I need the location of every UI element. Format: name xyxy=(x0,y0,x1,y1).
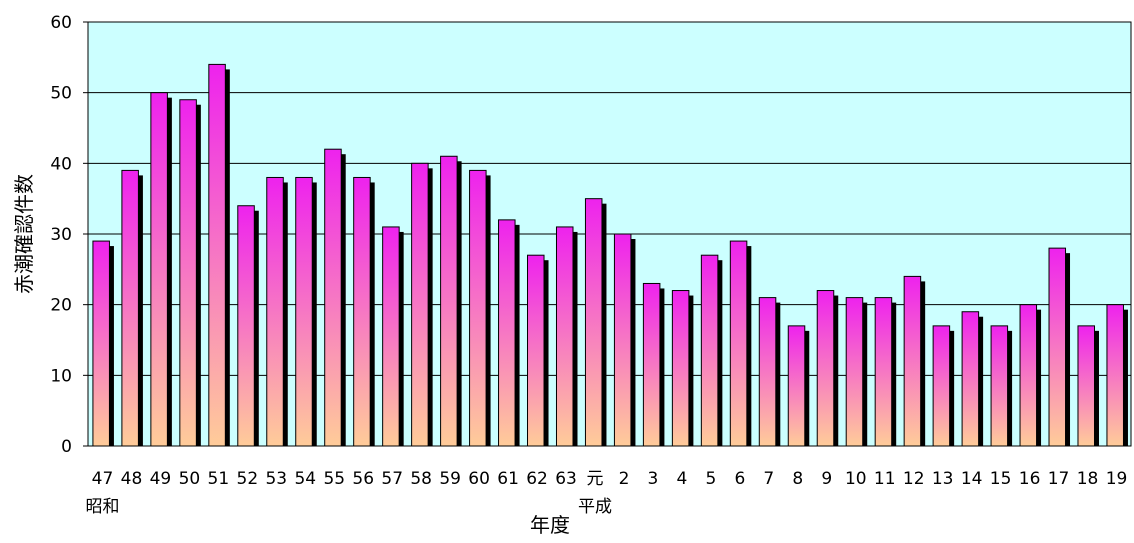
bar xyxy=(758,297,777,447)
x-tick-label: 13 xyxy=(932,469,954,489)
x-tick-label: 49 xyxy=(150,469,172,489)
bar xyxy=(990,325,1009,447)
x-tick-label: 11 xyxy=(874,469,896,489)
bar xyxy=(498,219,516,447)
bar xyxy=(469,169,487,447)
bar xyxy=(179,99,197,447)
bar xyxy=(150,92,168,447)
x-tick-label: 2 xyxy=(619,469,630,489)
bar xyxy=(440,155,458,447)
bar xyxy=(266,176,284,447)
x-axis-tick-labels: 47 48 49 50 51 52 53 54 55 56 57 58 59 60 61 62 63 元 2 3 4 5 6… xyxy=(92,469,1128,489)
y-tick-label: 60 xyxy=(50,13,72,33)
x-tick-label: 19 xyxy=(1106,469,1128,489)
bar xyxy=(527,254,545,447)
bar xyxy=(932,325,951,447)
x-tick-label: 51 xyxy=(208,469,230,489)
x-tick-label: 58 xyxy=(410,469,432,489)
x-tick-label: 50 xyxy=(179,469,201,489)
era-label: 平成 xyxy=(578,497,612,517)
x-tick-label: 9 xyxy=(821,469,832,489)
x-tick-label: 6 xyxy=(734,469,745,489)
y-axis-tick-labels: 0 10 20 30 40 50 60 xyxy=(50,13,88,457)
x-tick-label: 16 xyxy=(1019,469,1041,489)
bar xyxy=(1019,304,1038,447)
bars xyxy=(92,63,1128,447)
x-tick-label: 61 xyxy=(497,469,519,489)
era-labels: 昭和 平成 xyxy=(85,497,612,517)
y-axis-label: 赤潮確認件数 xyxy=(12,174,36,294)
x-tick-label: 5 xyxy=(705,469,716,489)
x-tick-label: 18 xyxy=(1077,469,1099,489)
bar xyxy=(700,254,719,447)
x-tick-label: 54 xyxy=(294,469,316,489)
x-tick-label: 10 xyxy=(845,469,867,489)
x-tick-label: 3 xyxy=(648,469,659,489)
x-tick-label: 47 xyxy=(92,469,114,489)
era-label: 昭和 xyxy=(85,497,119,517)
bar xyxy=(237,205,255,447)
y-tick-label: 20 xyxy=(50,296,72,316)
bar xyxy=(555,226,574,447)
x-tick-label: 62 xyxy=(526,469,548,489)
bar xyxy=(787,325,806,447)
bar xyxy=(642,282,661,447)
bar xyxy=(353,176,371,447)
bar xyxy=(845,297,864,447)
bar xyxy=(92,240,110,447)
x-tick-label: 48 xyxy=(121,469,143,489)
x-tick-label: 55 xyxy=(323,469,345,489)
bar xyxy=(411,162,429,447)
x-tick-label: 57 xyxy=(381,469,403,489)
bar xyxy=(1106,304,1124,447)
bar xyxy=(874,297,893,447)
y-tick-label: 50 xyxy=(50,84,72,104)
bar xyxy=(961,311,980,447)
x-tick-label: 17 xyxy=(1048,469,1070,489)
y-tick-label: 40 xyxy=(50,154,72,174)
x-tick-label: 14 xyxy=(961,469,983,489)
bar xyxy=(729,240,748,447)
x-tick-label: 56 xyxy=(352,469,374,489)
x-axis-label: 年度 xyxy=(530,513,570,537)
bar xyxy=(584,198,603,447)
bar xyxy=(613,233,632,447)
bar xyxy=(1077,325,1095,447)
bar xyxy=(1048,247,1067,447)
x-tick-label: 60 xyxy=(468,469,490,489)
bar xyxy=(903,275,922,447)
bar xyxy=(121,169,139,447)
x-tick-label: 12 xyxy=(903,469,925,489)
bar xyxy=(816,290,835,447)
x-tick-label: 15 xyxy=(990,469,1012,489)
bar xyxy=(324,148,342,447)
x-tick-label: 4 xyxy=(677,469,688,489)
bar xyxy=(671,290,690,447)
bar xyxy=(295,176,313,447)
y-tick-label: 10 xyxy=(50,366,72,386)
x-tick-label: 8 xyxy=(792,469,803,489)
x-tick-label: 元 xyxy=(587,469,604,489)
y-tick-label: 0 xyxy=(61,437,72,457)
bar xyxy=(382,226,400,447)
bar xyxy=(208,63,226,447)
gridlines xyxy=(88,92,1131,376)
x-tick-label: 53 xyxy=(265,469,287,489)
x-tick-label: 7 xyxy=(763,469,774,489)
x-tick-label: 59 xyxy=(439,469,461,489)
x-tick-label: 52 xyxy=(237,469,259,489)
x-tick-label: 63 xyxy=(555,469,577,489)
y-tick-label: 30 xyxy=(50,225,72,245)
